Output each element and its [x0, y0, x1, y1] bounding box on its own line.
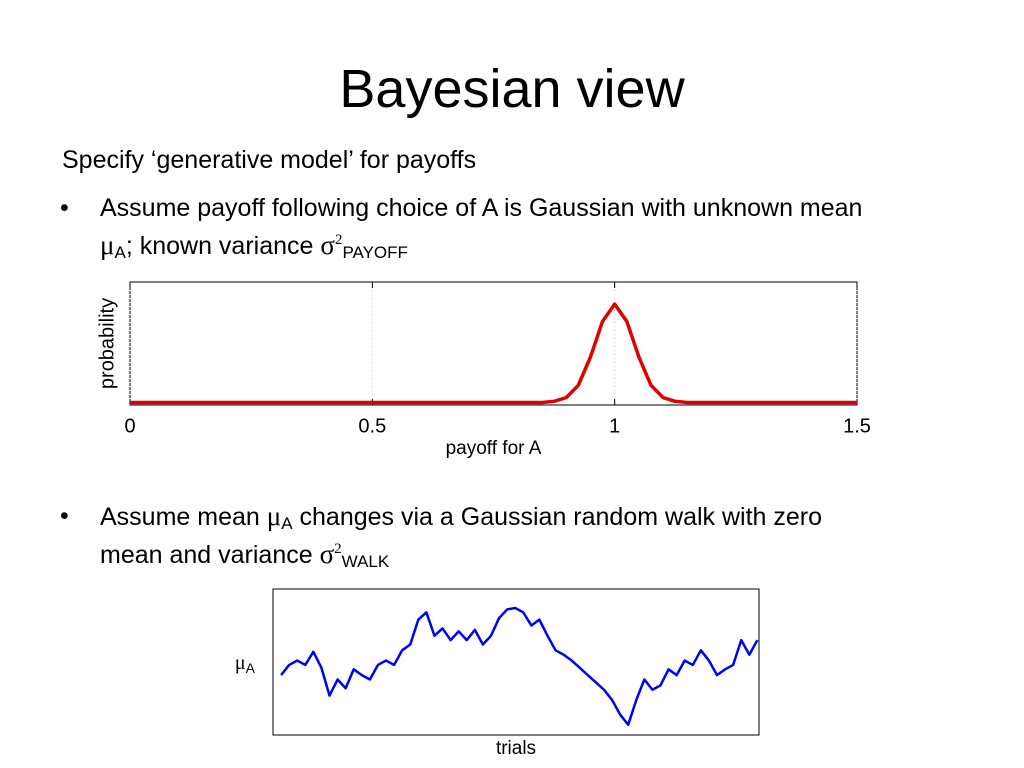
- x-axis-label: payoff for A: [446, 438, 542, 459]
- sigma: σ: [320, 230, 335, 260]
- text: changes via a Gaussian random walk with …: [100, 503, 823, 569]
- bullet: Assume payoff following choice of A is G…: [60, 190, 870, 265]
- y-axis-label: μA: [235, 652, 256, 676]
- slide-title: Bayesian view: [339, 59, 685, 119]
- sigma: σ: [319, 539, 335, 569]
- text: ; known variance: [125, 232, 321, 260]
- x-tick-label: 1: [609, 415, 620, 437]
- x-axis-label: trials: [496, 738, 536, 759]
- superscript: 2: [334, 232, 343, 248]
- superscript: 2: [334, 541, 342, 557]
- x-tick-label: 0.5: [358, 415, 386, 437]
- mu: μ: [100, 230, 115, 260]
- x-tick-label: 1.5: [843, 415, 871, 437]
- y-axis-label: probability: [96, 298, 118, 389]
- bullet: Assume mean μA changes via a Gaussian ra…: [60, 498, 870, 574]
- subscript: PAYOFF: [342, 243, 408, 262]
- subscript: WALK: [341, 552, 390, 571]
- plot-frame: [129, 281, 858, 406]
- text: Assume mean: [100, 503, 267, 531]
- subscript: A: [114, 243, 126, 262]
- data-line: [280, 606, 759, 727]
- mu: μ: [266, 501, 282, 531]
- text: Assume payoff following choice of A is G…: [100, 194, 863, 222]
- data-line: [130, 302, 857, 405]
- subscript: A: [281, 514, 293, 533]
- x-tick-label: 0: [124, 415, 135, 437]
- subscript: A: [246, 660, 256, 676]
- mu: μ: [235, 652, 246, 674]
- plot-frame: [272, 588, 760, 736]
- intro: Specify ‘generative model’ for payoffs: [62, 146, 477, 174]
